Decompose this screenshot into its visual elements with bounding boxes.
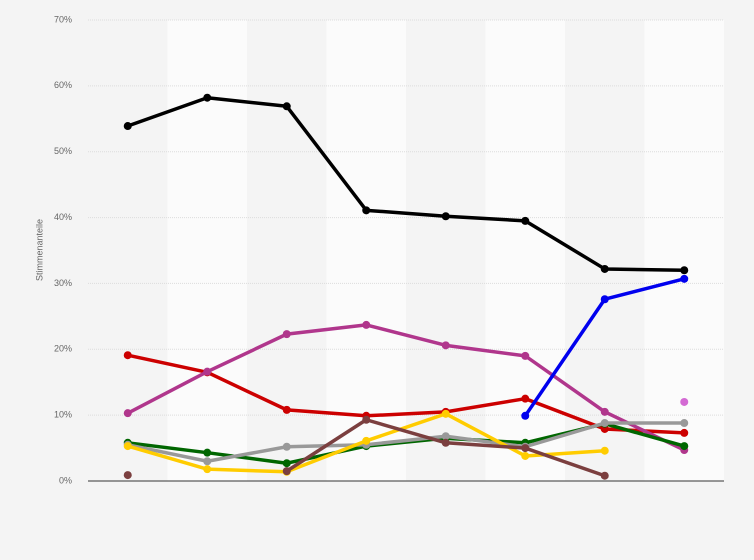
data-point (521, 451, 530, 460)
y-tick-label: 0% (59, 475, 72, 485)
data-point (521, 411, 530, 420)
data-point (600, 471, 609, 480)
data-point (123, 122, 132, 131)
data-point (680, 428, 689, 437)
data-point (441, 409, 450, 418)
data-point (362, 436, 371, 445)
data-point (203, 367, 212, 376)
data-point (600, 295, 609, 304)
data-point (521, 351, 530, 360)
data-point (203, 93, 212, 102)
data-point (282, 405, 291, 414)
data-point (123, 442, 132, 451)
data-point (441, 432, 450, 441)
data-point (600, 419, 609, 428)
data-point (123, 409, 132, 418)
data-point (441, 212, 450, 221)
data-point (600, 264, 609, 273)
data-point (521, 394, 530, 403)
data-point (441, 341, 450, 350)
series-line (126, 95, 686, 273)
data-point (600, 446, 609, 455)
band-background (406, 20, 486, 481)
series-line (126, 323, 686, 452)
y-tick-label: 10% (54, 410, 72, 420)
band-background (565, 20, 645, 481)
data-point (203, 457, 212, 466)
band-background (167, 20, 247, 481)
data-point (680, 442, 689, 451)
band-background (326, 20, 406, 481)
data-point (680, 419, 689, 428)
data-point (362, 320, 371, 329)
y-tick-label: 20% (54, 344, 72, 354)
data-point (123, 351, 132, 360)
data-point (203, 448, 212, 457)
data-point (282, 442, 291, 451)
data-point (680, 266, 689, 275)
y-axis-title: Stimmenanteile (34, 219, 44, 281)
data-point (203, 465, 212, 474)
band-background (247, 20, 327, 481)
data-point (282, 467, 291, 476)
data-point (441, 438, 450, 447)
data-point (282, 330, 291, 339)
y-tick-label: 50% (54, 146, 72, 156)
data-point (600, 407, 609, 416)
data-point (282, 102, 291, 111)
data-point (123, 471, 132, 480)
y-tick-label: 40% (54, 212, 72, 222)
data-point (680, 397, 689, 406)
data-point (521, 444, 530, 453)
series-line (126, 421, 686, 463)
y-tick-label: 30% (54, 278, 72, 288)
data-point (362, 415, 371, 424)
data-point (282, 459, 291, 468)
data-point (521, 216, 530, 225)
data-point (680, 274, 689, 283)
data-point (362, 206, 371, 215)
band-background (88, 20, 168, 481)
band-background (644, 20, 724, 481)
y-tick-label: 70% (54, 14, 72, 24)
y-tick-label: 60% (54, 80, 72, 90)
series-line (126, 353, 686, 435)
